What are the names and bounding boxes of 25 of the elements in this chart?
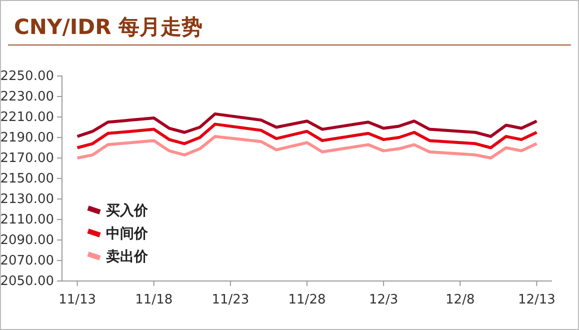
x-tick-label: 12/8: [446, 292, 475, 308]
y-tick-label: 2170.00: [0, 151, 54, 166]
x-tick-label: 11/18: [135, 292, 173, 308]
x-tick-label: 12/3: [368, 292, 398, 308]
x-tick-label: 12/13: [518, 292, 556, 308]
legend-label: 买入价: [106, 203, 149, 219]
y-tick-label: 2070.00: [0, 254, 54, 269]
y-tick-label: 2230.00: [0, 90, 54, 105]
y-tick-label: 2190.00: [0, 130, 54, 146]
legend-label: 中间价: [106, 226, 149, 242]
line-series: [76, 112, 538, 138]
x-tick-label: 11/28: [288, 292, 326, 308]
y-tick-label: 2050.00: [0, 274, 54, 290]
y-tick-label: 2090.00: [0, 233, 54, 248]
y-tick-label: 2250.00: [0, 69, 54, 84]
line-series: [76, 122, 538, 150]
y-tick-label: 2210.00: [0, 110, 54, 126]
x-tick-label: 11/13: [58, 292, 96, 308]
y-tick-label: 2130.00: [0, 192, 54, 208]
x-tick-label: 11/23: [212, 292, 250, 308]
chart-title: CNY/IDR 每月走势: [14, 15, 203, 39]
legend-label: 卖出价: [106, 249, 149, 265]
y-tick-label: 2150.00: [0, 172, 54, 187]
y-tick-label: 2110.00: [0, 212, 54, 228]
line-series: [76, 134, 538, 160]
